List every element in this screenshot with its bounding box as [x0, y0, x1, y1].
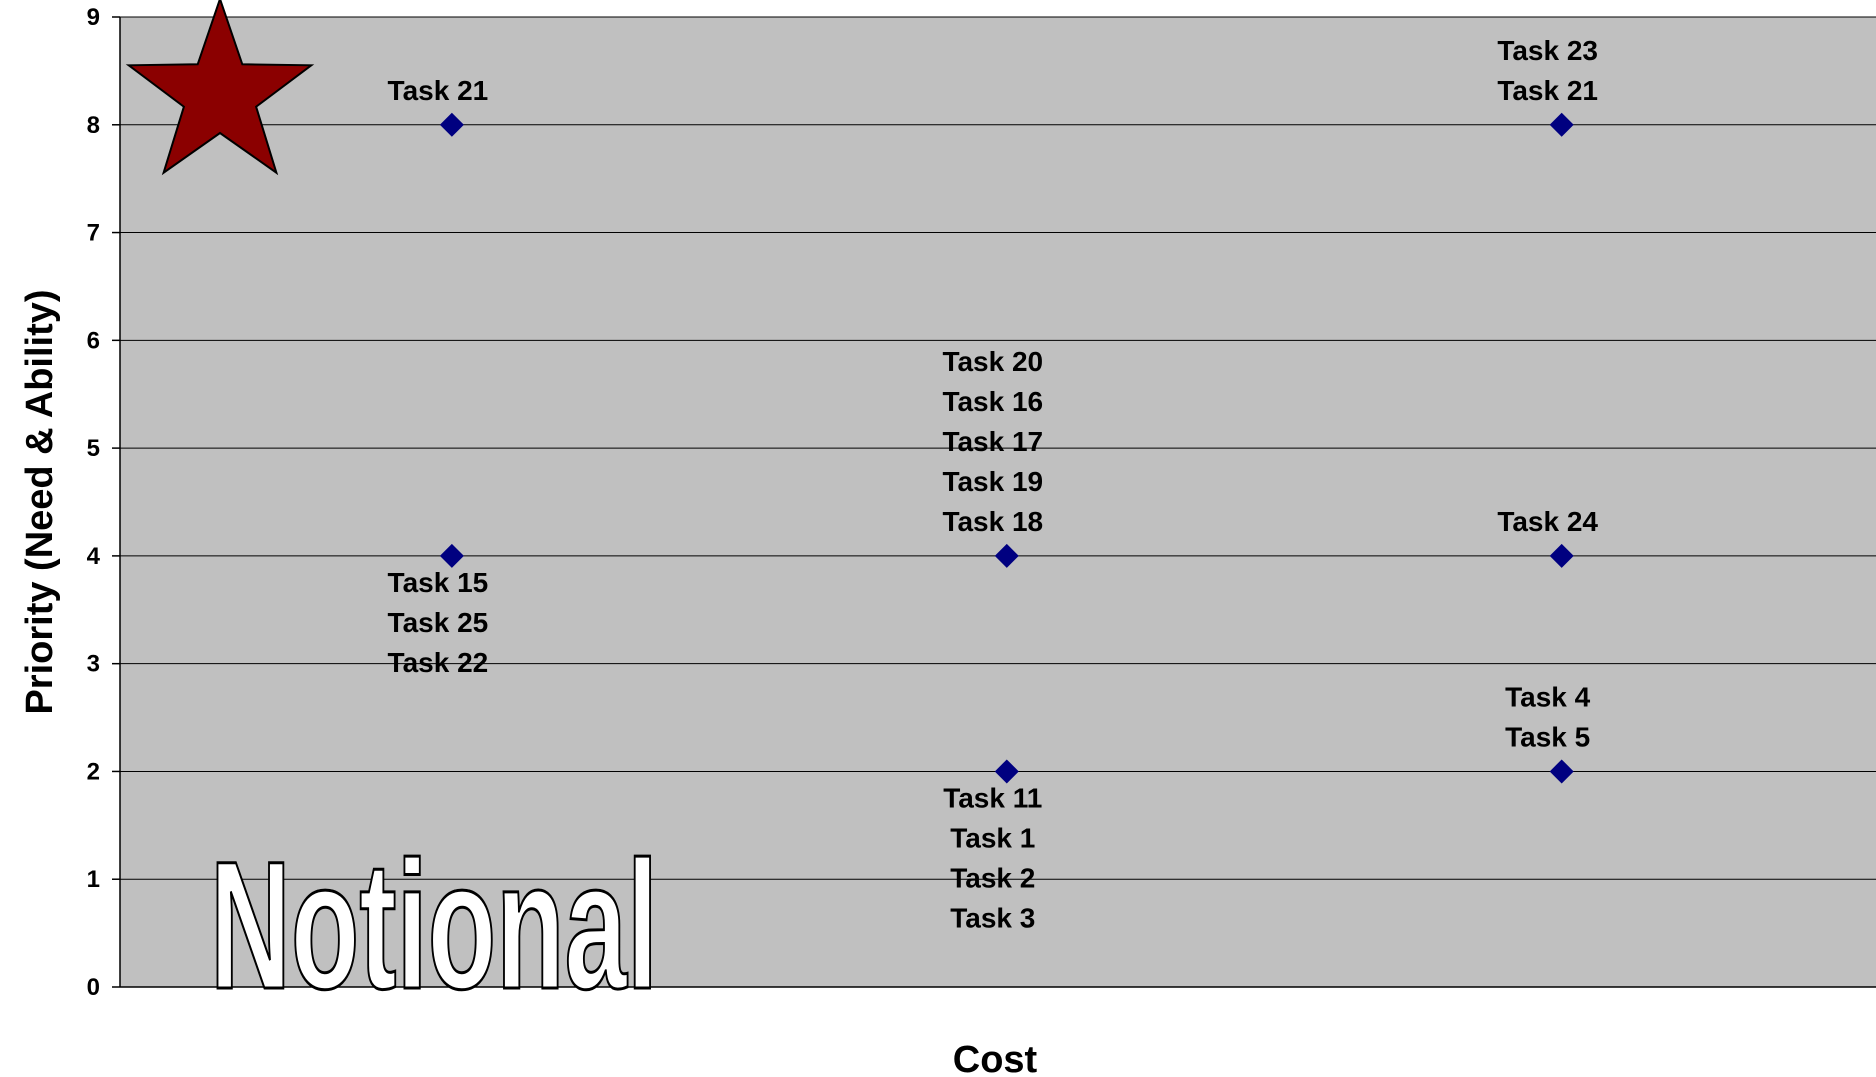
point-label: Task 3 — [950, 902, 1035, 933]
data-point-marker — [439, 543, 464, 568]
x-axis-title: Cost — [953, 1039, 1038, 1077]
point-label: Task 17 — [942, 426, 1043, 457]
point-label: Task 25 — [388, 607, 489, 638]
y-axis-title: Priority (Need & Ability) — [19, 289, 61, 714]
data-point-marker — [994, 759, 1019, 784]
y-tick-label: 0 — [87, 974, 100, 1001]
star-icon — [125, 0, 315, 176]
data-point-marker — [1549, 543, 1574, 568]
y-tick-label: 7 — [87, 220, 100, 247]
point-label: Task 23 — [1497, 35, 1598, 66]
point-label: Task 20 — [942, 346, 1043, 377]
y-tick-label: 6 — [87, 327, 100, 354]
point-label: Task 16 — [942, 386, 1043, 417]
data-point-marker — [439, 112, 464, 137]
point-label: Task 11 — [943, 782, 1042, 813]
y-tick-label: 1 — [87, 866, 100, 893]
y-tick-label: 5 — [87, 435, 100, 462]
data-points — [439, 112, 1574, 784]
y-tick-label: 2 — [87, 758, 100, 785]
point-label: Task 18 — [942, 506, 1043, 537]
y-tick-label: 8 — [87, 112, 100, 139]
y-tick-labels: 0 1 2 3 4 5 6 7 8 9 — [87, 4, 101, 1001]
y-tick-label: 4 — [87, 543, 101, 570]
point-label: Task 21 — [388, 75, 489, 106]
point-label: Task 22 — [388, 647, 489, 678]
point-label: Task 1 — [950, 822, 1035, 853]
point-label: Task 2 — [950, 862, 1035, 893]
point-label: Task 24 — [1497, 506, 1598, 537]
y-tick-label: 3 — [87, 651, 100, 678]
axes — [112, 16, 1876, 988]
y-tick-label: 9 — [87, 4, 100, 31]
notional-watermark: Notional — [210, 823, 658, 1027]
data-point-marker — [994, 543, 1019, 568]
point-label: Task 15 — [388, 567, 489, 598]
point-label: Task 5 — [1505, 721, 1590, 752]
data-point-marker — [1549, 759, 1574, 784]
plot-area — [120, 17, 1876, 987]
point-labels: Task 21 Task 15 Task 25 Task 22 Task 20 Task … — [388, 35, 1599, 934]
point-label: Task 19 — [942, 466, 1043, 497]
point-label: Task 4 — [1505, 681, 1591, 712]
data-point-marker — [1549, 112, 1574, 137]
point-label: Task 21 — [1497, 75, 1598, 106]
